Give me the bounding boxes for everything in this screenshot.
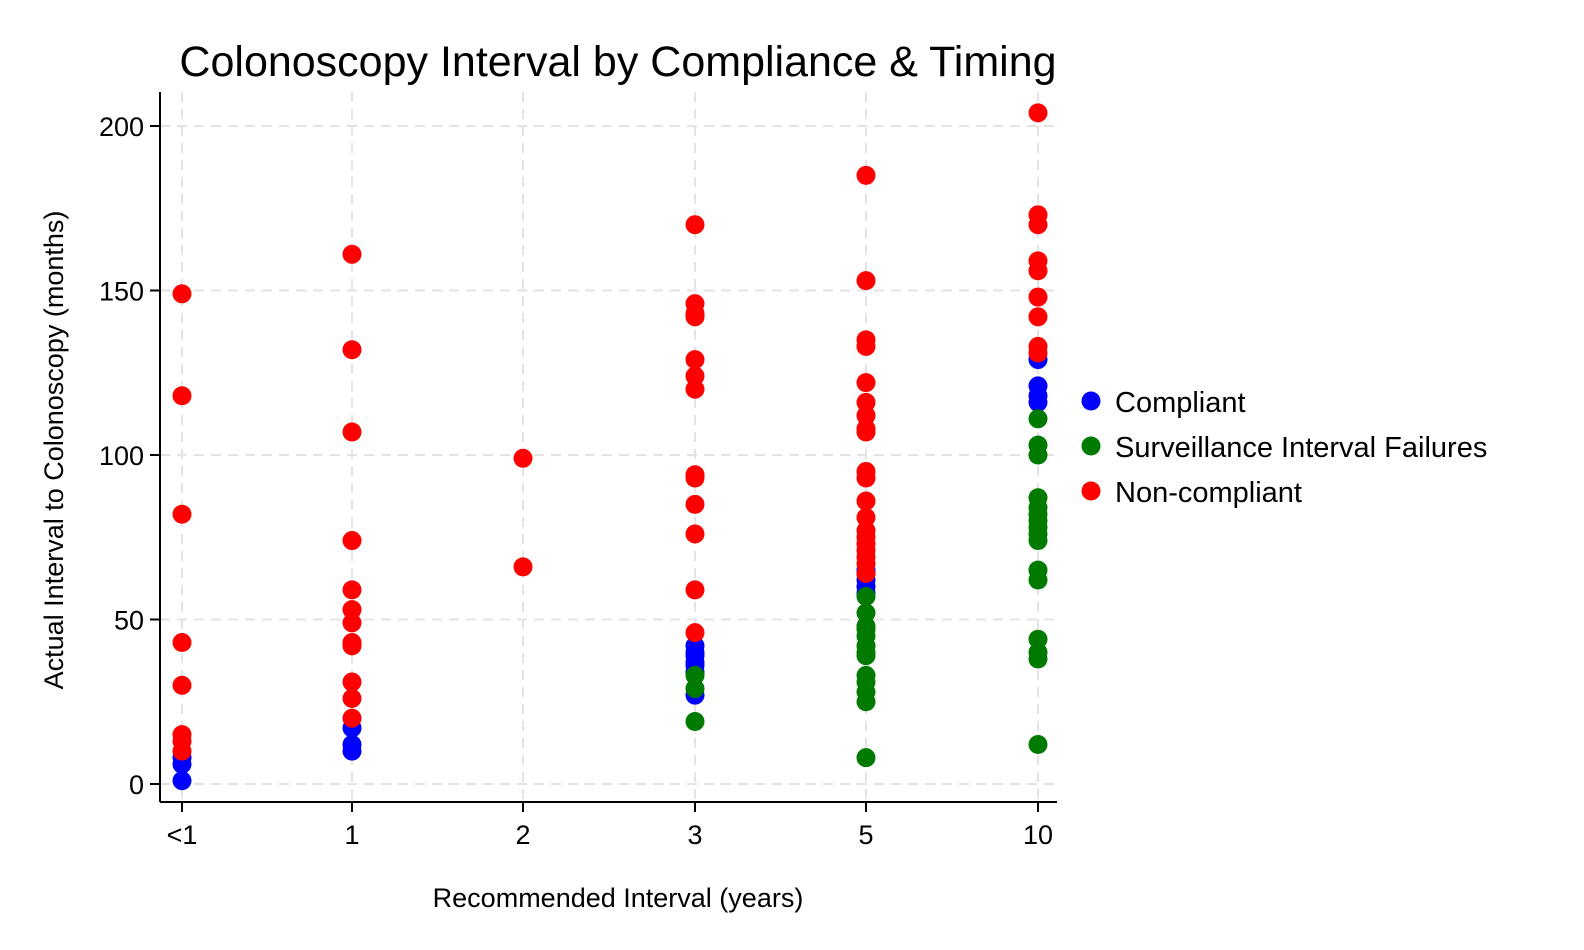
legend-marker (1081, 436, 1101, 456)
legend-label: Non-compliant (1115, 477, 1302, 509)
data-point (685, 580, 705, 600)
data-point (1028, 103, 1048, 123)
legend: Compliant Surveillance Interval Failures N… (1081, 387, 1487, 509)
data-point (856, 406, 876, 426)
data-point (342, 600, 362, 620)
data-point (685, 294, 705, 314)
data-point (172, 633, 192, 653)
legend-item: Non-compliant (1081, 477, 1302, 509)
data-point (342, 672, 362, 692)
x-axis-label: Recommended Interval (years) (433, 883, 804, 913)
data-point (1028, 205, 1048, 225)
data-point (856, 616, 876, 636)
data-point (856, 748, 876, 768)
data-point (172, 386, 192, 406)
data-point (685, 465, 705, 485)
data-point (1028, 409, 1048, 429)
data-point (342, 580, 362, 600)
data-point (342, 633, 362, 653)
legend-marker (1081, 391, 1101, 411)
data-point (1028, 307, 1048, 327)
data-point (856, 165, 876, 185)
y-tick-label: 100 (99, 441, 144, 471)
y-tick-label: 150 (99, 277, 144, 307)
series-compliant (172, 350, 1048, 791)
data-point (513, 448, 533, 468)
data-point (685, 524, 705, 544)
data-point (685, 623, 705, 643)
x-tick-label: <1 (167, 820, 198, 850)
data-point (856, 586, 876, 606)
y-tick-label: 0 (129, 770, 144, 800)
data-point (172, 771, 192, 791)
data-point (342, 531, 362, 551)
data-point (856, 665, 876, 685)
data-point (342, 688, 362, 708)
data-point (856, 330, 876, 350)
data-point (856, 392, 876, 412)
legend-label: Compliant (1115, 387, 1246, 419)
series-surveillance-interval-failures (685, 409, 1048, 768)
data-point (856, 603, 876, 623)
data-point (856, 491, 876, 511)
data-point (685, 679, 705, 699)
x-ticks: <1 1 2 3 5 10 (167, 802, 1053, 850)
data-point (685, 636, 705, 656)
data-point (685, 215, 705, 235)
data-point (685, 711, 705, 731)
data-point (1028, 251, 1048, 271)
data-point (1028, 735, 1048, 755)
data-point (856, 419, 876, 439)
data-point (856, 373, 876, 393)
legend-item: Compliant (1081, 387, 1246, 419)
data-point (342, 422, 362, 442)
y-tick-label: 200 (99, 112, 144, 142)
data-point (342, 340, 362, 360)
data-point (172, 675, 192, 695)
data-point (856, 271, 876, 291)
data-point (1028, 629, 1048, 649)
y-tick-label: 50 (114, 606, 144, 636)
data-point (1028, 287, 1048, 307)
data-point (342, 708, 362, 728)
x-tick-label: 10 (1023, 820, 1053, 850)
chart-title: Colonoscopy Interval by Compliance & Tim… (179, 38, 1056, 86)
x-tick-label: 5 (858, 820, 873, 850)
data-point (1028, 435, 1048, 455)
data-point (1028, 488, 1048, 508)
data-point (513, 557, 533, 577)
legend-label: Surveillance Interval Failures (1115, 432, 1487, 464)
data-point (1028, 376, 1048, 396)
series-non-compliant (172, 103, 1048, 761)
legend-item: Surveillance Interval Failures (1081, 432, 1487, 464)
legend-marker (1081, 481, 1101, 501)
axes (159, 92, 1057, 803)
data-point (685, 665, 705, 685)
data-point (172, 284, 192, 304)
data-point (342, 735, 362, 755)
data-point (342, 244, 362, 264)
data-point (172, 725, 192, 745)
x-tick-label: 2 (515, 820, 530, 850)
data-point (685, 494, 705, 514)
y-axis-label: Actual Interval to Colonoscopy (months) (39, 211, 69, 690)
x-tick-label: 3 (687, 820, 702, 850)
data-point (856, 521, 876, 541)
data-point (1028, 336, 1048, 356)
data-point (685, 366, 705, 386)
data-point (685, 350, 705, 370)
data-point (856, 461, 876, 481)
x-tick-label: 1 (344, 820, 359, 850)
data-points (172, 103, 1048, 791)
y-ticks: 0 50 100 150 200 (99, 112, 160, 800)
data-point (1028, 560, 1048, 580)
data-point (172, 504, 192, 524)
data-point (685, 379, 705, 399)
data-point (1028, 642, 1048, 662)
grid (160, 92, 1057, 802)
data-point (856, 508, 876, 528)
data-point (342, 613, 362, 633)
